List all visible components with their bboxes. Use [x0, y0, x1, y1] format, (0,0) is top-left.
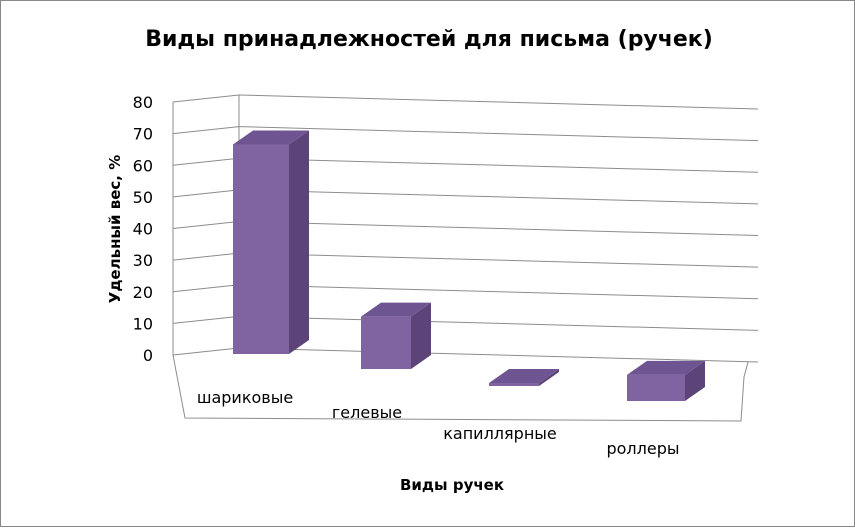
- gridline-back: [238, 157, 759, 173]
- gridlines: [172, 94, 759, 422]
- y-axis-ticks: 0 10 20 30 40 50 60 70 80: [133, 93, 153, 365]
- gridline-back: [238, 126, 759, 142]
- y-tick-label: 70: [133, 125, 153, 144]
- gridline-side: [172, 315, 240, 324]
- gridline-back: [238, 94, 759, 110]
- bar-top: [233, 130, 309, 145]
- y-tick-label: 60: [133, 156, 153, 175]
- y-tick-label: 50: [133, 188, 153, 207]
- bar-top: [489, 369, 559, 383]
- gridline-side: [172, 252, 240, 261]
- bar-шариковые: [233, 144, 289, 354]
- y-tick-label: 20: [133, 283, 153, 302]
- bar-top: [361, 302, 431, 317]
- gridline-back: [238, 315, 759, 331]
- x-category-label: шариковые: [197, 388, 293, 407]
- y-tick-label: 80: [133, 93, 153, 112]
- x-category-label: капиллярные: [443, 424, 557, 443]
- y-tick-label: 10: [133, 314, 153, 333]
- x-axis-categories: шариковые гелевые капиллярные роллеры: [197, 388, 680, 458]
- gridline-side: [172, 126, 240, 135]
- gridline-back: [238, 189, 759, 205]
- gridline-side: [172, 221, 240, 229]
- bars: [233, 130, 705, 401]
- gridline-side: [172, 94, 240, 103]
- bar-top: [627, 360, 705, 375]
- x-category-label: гелевые: [332, 403, 402, 422]
- bar-гелевые: [361, 316, 411, 369]
- chart-title: Виды принадлежностей для письма (ручек): [145, 27, 713, 52]
- gridline-side: [172, 284, 240, 293]
- gridline-side: [172, 157, 240, 166]
- bar-капиллярные: [489, 383, 539, 386]
- x-category-label: роллеры: [606, 439, 679, 458]
- bar-роллеры: [627, 374, 685, 401]
- gridline-side: [172, 189, 240, 198]
- gridline-back: [238, 221, 759, 236]
- gridline-back: [238, 347, 759, 363]
- bar-side: [539, 369, 559, 386]
- x-axis-label: Виды ручек: [400, 476, 504, 494]
- y-axis-label: Удельный вес, %: [106, 155, 124, 304]
- gridline-side: [172, 347, 240, 356]
- gridline-back: [238, 252, 759, 268]
- y-tick-label: 0: [143, 346, 153, 365]
- gridline-back: [238, 284, 759, 300]
- bar-side: [289, 130, 309, 354]
- y-tick-label: 40: [133, 220, 153, 239]
- bar-side: [411, 302, 431, 369]
- y-tick-label: 30: [133, 251, 153, 270]
- bar-side: [685, 360, 705, 401]
